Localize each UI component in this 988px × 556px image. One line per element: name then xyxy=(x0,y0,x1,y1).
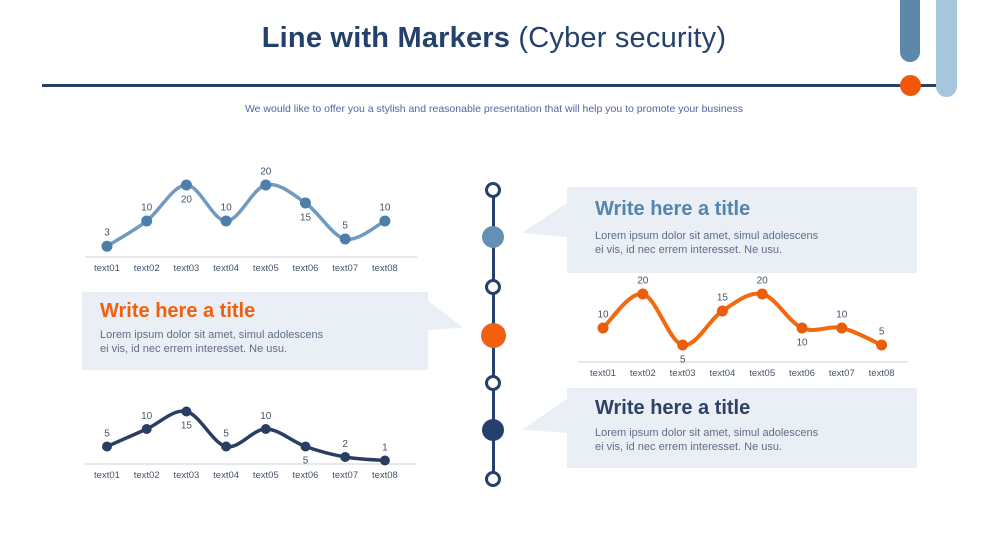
timeline-node-hollow xyxy=(485,471,501,487)
callout-top-right-tail xyxy=(522,203,567,237)
deco-bar-light-blue xyxy=(936,0,957,97)
callout-left: Write here a title Lorem ipsum dolor sit… xyxy=(82,292,428,370)
svg-text:10: 10 xyxy=(221,203,233,214)
svg-text:text04: text04 xyxy=(213,470,239,481)
svg-text:10: 10 xyxy=(260,411,272,422)
svg-text:text01: text01 xyxy=(590,368,616,379)
svg-text:5: 5 xyxy=(342,221,348,232)
timeline-node-hollow xyxy=(485,182,501,198)
timeline-node-navy xyxy=(482,419,504,441)
callout-top-right-body-line1: Lorem ipsum dolor sit amet, simul adoles… xyxy=(595,230,819,242)
svg-text:3: 3 xyxy=(104,228,110,239)
svg-text:10: 10 xyxy=(141,203,153,214)
orange-line-chart: 10 text01 20 text02 5 text03 15 text04 20 text05 1… xyxy=(578,276,908,379)
svg-text:10: 10 xyxy=(796,338,808,349)
svg-text:10: 10 xyxy=(379,203,391,214)
svg-text:text04: text04 xyxy=(709,368,735,379)
svg-text:5: 5 xyxy=(879,327,885,338)
callout-bottom-right-body-line1: Lorem ipsum dolor sit amet, simul adoles… xyxy=(595,427,819,439)
svg-text:20: 20 xyxy=(181,195,193,206)
svg-text:10: 10 xyxy=(597,310,609,321)
orange-accent-dot xyxy=(900,75,921,96)
callout-top-right-title: Write here a title xyxy=(595,198,751,220)
callout-bottom-right-body: Lorem ipsum dolor sit amet, simul adoles… xyxy=(567,419,917,454)
svg-text:20: 20 xyxy=(637,276,649,287)
callout-top-right-body: Lorem ipsum dolor sit amet, simul adoles… xyxy=(567,220,917,257)
svg-text:text08: text08 xyxy=(372,263,398,274)
svg-text:text02: text02 xyxy=(134,470,160,481)
navy-line-chart: 5 text01 10 text02 15 text03 5 text04 10 text05 5 t… xyxy=(85,406,417,481)
svg-text:15: 15 xyxy=(300,213,312,224)
svg-text:5: 5 xyxy=(223,429,229,440)
page-title: Line with Markers (Cyber security) xyxy=(0,22,988,55)
svg-text:10: 10 xyxy=(836,310,848,321)
svg-text:text06: text06 xyxy=(293,470,319,481)
callout-left-body: Lorem ipsum dolor sit amet, simul adoles… xyxy=(82,322,428,356)
svg-text:text05: text05 xyxy=(253,263,279,274)
svg-text:1: 1 xyxy=(382,443,388,454)
callout-bottom-right: Write here a title Lorem ipsum dolor sit… xyxy=(567,388,917,468)
svg-text:text02: text02 xyxy=(134,263,160,274)
svg-text:text02: text02 xyxy=(630,368,656,379)
page-subtitle: We would like to offer you a stylish and… xyxy=(244,103,744,115)
page-title-suffix: (Cyber security) xyxy=(510,22,727,54)
callout-top-right: Write here a title Lorem ipsum dolor sit… xyxy=(567,187,917,273)
blue-line-chart: 3 text01 10 text02 20 text03 10 text04 20 text05 1… xyxy=(85,167,417,274)
svg-text:text03: text03 xyxy=(670,368,696,379)
svg-text:text08: text08 xyxy=(372,470,398,481)
svg-text:2: 2 xyxy=(342,439,348,450)
svg-text:text06: text06 xyxy=(789,368,815,379)
svg-text:text05: text05 xyxy=(253,470,279,481)
timeline-node-orange xyxy=(480,322,506,348)
svg-text:text04: text04 xyxy=(213,263,239,274)
svg-text:15: 15 xyxy=(717,293,729,304)
svg-text:text01: text01 xyxy=(94,470,120,481)
timeline-node-hollow xyxy=(485,375,501,391)
svg-text:text03: text03 xyxy=(173,470,199,481)
page-title-main: Line with Markers xyxy=(261,22,511,54)
svg-text:5: 5 xyxy=(104,429,110,440)
svg-text:5: 5 xyxy=(303,456,309,467)
svg-text:text01: text01 xyxy=(94,263,120,274)
svg-text:5: 5 xyxy=(680,355,686,366)
callout-left-body-line2: ei vis, id nec errem interesset. Ne usu. xyxy=(100,343,288,355)
svg-text:text08: text08 xyxy=(869,368,895,379)
callout-left-tail xyxy=(428,301,463,330)
callout-top-right-body-line2: ei vis, id nec errem interesset. Ne usu. xyxy=(595,244,783,256)
callout-bottom-right-tail xyxy=(522,399,567,433)
svg-text:text07: text07 xyxy=(829,368,855,379)
timeline-node-hollow xyxy=(485,279,501,295)
svg-text:20: 20 xyxy=(757,276,769,287)
callout-left-body-line1: Lorem ipsum dolor sit amet, simul adoles… xyxy=(100,329,324,341)
svg-text:10: 10 xyxy=(141,411,153,422)
deco-bar-dark-blue xyxy=(900,0,920,62)
svg-text:text06: text06 xyxy=(293,263,319,274)
timeline-node-steel_blue xyxy=(482,226,504,248)
callout-left-title: Write here a title xyxy=(100,300,256,322)
svg-text:text07: text07 xyxy=(332,263,358,274)
callout-bottom-right-title: Write here a title xyxy=(595,397,751,419)
title-divider-line xyxy=(42,84,937,87)
svg-text:20: 20 xyxy=(260,167,272,178)
svg-text:text03: text03 xyxy=(173,263,199,274)
svg-text:15: 15 xyxy=(181,421,193,432)
callout-bottom-right-body-line2: ei vis, id nec errem interesset. Ne usu. xyxy=(595,441,783,453)
svg-text:text07: text07 xyxy=(332,470,358,481)
svg-text:text05: text05 xyxy=(749,368,775,379)
